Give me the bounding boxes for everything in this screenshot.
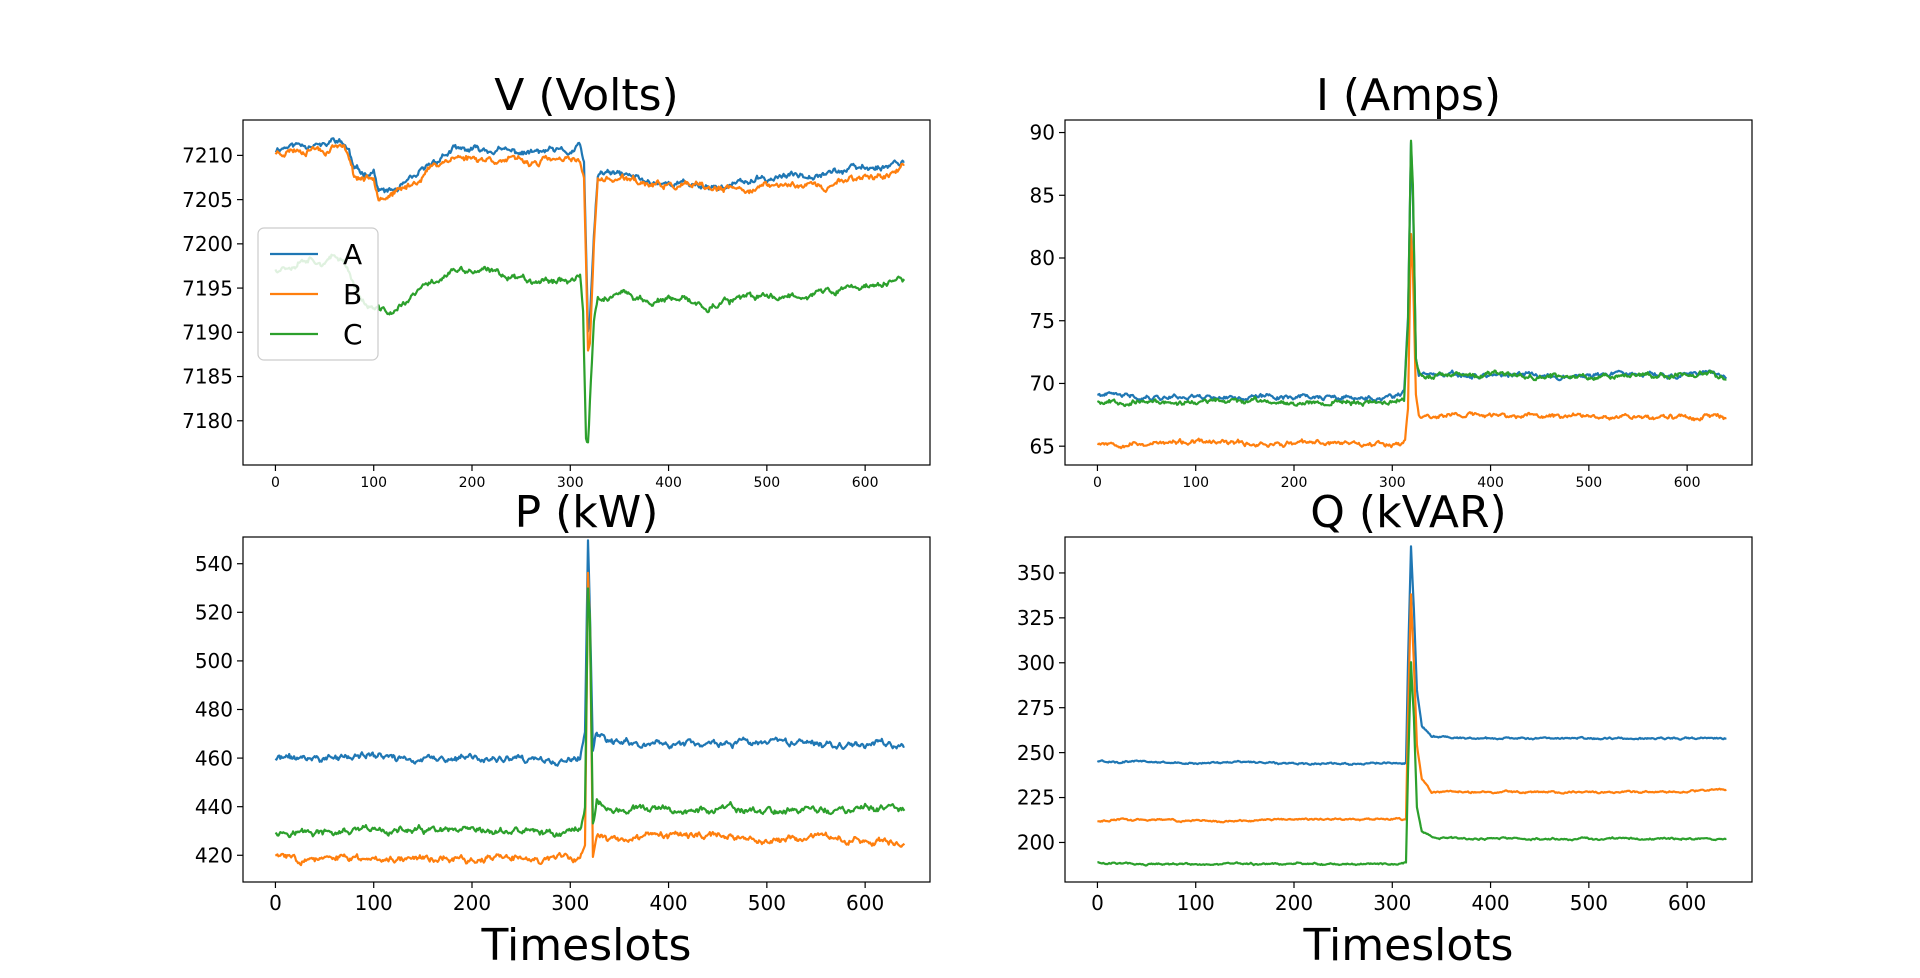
x-tick-label: 400 [655,475,682,491]
x-tick-label: 0 [1091,891,1104,915]
x-tick-label: 0 [1093,475,1102,491]
x-tick-label: 100 [1177,891,1215,915]
y-tick-label: 250 [1017,741,1055,765]
y-tick-label: 80 [1030,246,1055,270]
x-axis-label: Timeslots [481,920,692,971]
y-tick-label: 7185 [182,365,233,389]
x-tick-label: 600 [846,891,884,915]
y-tick-label: 90 [1030,121,1055,145]
y-tick-label: 7180 [182,409,233,433]
x-tick-label: 200 [453,891,491,915]
panel-title: P (kW) [515,487,659,538]
x-tick-label: 200 [459,475,486,491]
y-tick-label: 300 [1017,651,1055,675]
legend-label-a: A [343,238,362,271]
x-tick-label: 600 [852,475,879,491]
x-tick-label: 100 [1182,475,1209,491]
y-tick-label: 500 [195,649,233,673]
y-tick-label: 480 [195,698,233,722]
x-tick-label: 500 [753,475,780,491]
x-tick-label: 200 [1281,475,1308,491]
y-tick-label: 225 [1017,786,1055,810]
x-tick-label: 300 [557,475,584,491]
y-tick-label: 70 [1030,372,1055,396]
series-line-b [274,143,905,352]
y-tick-label: 7190 [182,321,233,345]
x-tick-label: 300 [1379,475,1406,491]
x-tick-label: 500 [748,891,786,915]
x-tick-label: 300 [551,891,589,915]
x-tick-label: 100 [360,475,387,491]
y-tick-label: 7200 [182,232,233,256]
x-tick-label: 0 [271,475,280,491]
legend-label-b: B [343,278,362,311]
legend: ABC [257,227,379,361]
series-line-b [1097,593,1727,824]
panel-4: 0 100 200 300 400 500 600 200 225 250 275 300 325 350… [1017,487,1753,971]
series-line-a [1096,545,1727,766]
y-tick-label: 85 [1030,183,1055,207]
x-tick-label: 400 [1477,475,1504,491]
series-line-b [1096,232,1727,450]
x-tick-label: 600 [1668,891,1706,915]
x-tick-label: 600 [1674,475,1701,491]
legend-label-c: C [343,318,363,351]
y-tick-label: 440 [195,795,233,819]
x-tick-label: 0 [269,891,282,915]
panel-3: 0 100 200 300 400 500 600 420 440 460 480 500 520 540… [195,487,931,971]
series-line-c [274,253,906,444]
series-line-c [274,587,906,839]
x-tick-label: 400 [1471,891,1509,915]
x-tick-label: 500 [1575,475,1602,491]
y-tick-label: 75 [1030,309,1055,333]
y-tick-label: 7195 [182,276,233,300]
y-tick-label: 420 [195,843,233,867]
panel-title: I (Amps) [1316,70,1501,121]
axes-frame [1064,536,1753,883]
x-axis-label: Timeslots [1303,920,1514,971]
panel-1: 0 100 200 300 400 500 600 7180 7185 7190 7195 7200 7… [182,70,931,491]
x-tick-label: 400 [649,891,687,915]
x-tick-label: 300 [1373,891,1411,915]
panel-2: 0 100 200 300 400 500 600 65 70 75 80 85 90 I (Amps) [1030,70,1753,491]
axes-frame [242,119,931,466]
panel-title: V (Volts) [494,70,678,121]
y-tick-label: 200 [1017,831,1055,855]
y-tick-label: 275 [1017,696,1055,720]
series-line-c [1096,139,1727,408]
x-tick-label: 200 [1275,891,1313,915]
y-tick-label: 7210 [182,144,233,168]
series-line-c [1097,661,1727,867]
y-tick-label: 325 [1017,606,1055,630]
y-tick-label: 7205 [182,188,233,212]
x-tick-label: 500 [1570,891,1608,915]
panel-title: Q (kVAR) [1310,487,1506,538]
axes-frame [1064,119,1753,466]
x-tick-label: 100 [355,891,393,915]
y-tick-label: 350 [1017,561,1055,585]
y-tick-label: 520 [195,601,233,625]
y-tick-label: 65 [1030,434,1055,458]
y-tick-label: 460 [195,746,233,770]
y-tick-label: 540 [195,552,233,576]
